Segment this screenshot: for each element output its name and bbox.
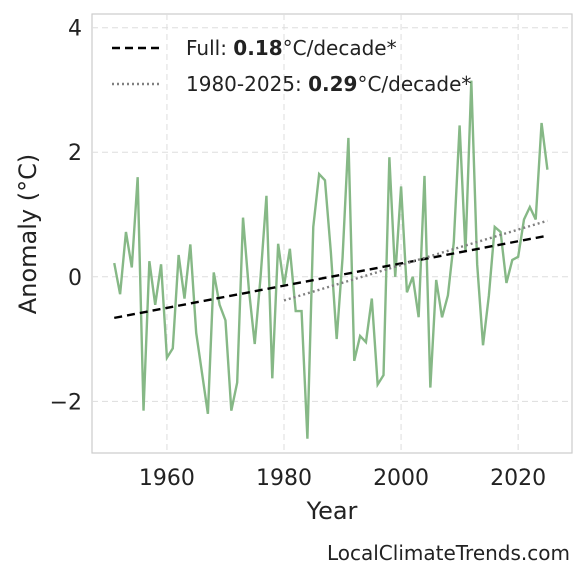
plot-frame [91, 13, 573, 454]
footer: LocalClimateTrends.com [327, 541, 570, 565]
legend-prefix: 1980-2025: [186, 72, 308, 96]
data-line [283, 219, 548, 302]
data-line [114, 234, 548, 320]
y-tick-label: −2 [50, 390, 82, 415]
x-tick-label: 1960 [139, 466, 195, 491]
legend-suffix: °C/decade* [357, 72, 471, 96]
y-tick-label: 0 [68, 266, 82, 291]
legend-prefix: Full: [186, 36, 233, 60]
legend-label: 1980-2025: 0.29°C/decade* [186, 72, 471, 96]
y-axis-label: Anomaly (°C) [14, 154, 42, 314]
data-line [113, 80, 549, 439]
x-tick-label: 2020 [490, 466, 546, 491]
legend-rate: 0.29 [308, 72, 357, 96]
y-tick-label: 2 [68, 141, 82, 166]
x-axis-label: Year [306, 497, 358, 525]
legend-label: Full: 0.18°C/decade* [186, 36, 397, 60]
x-tick-label: 1980 [256, 466, 312, 491]
legend-suffix: °C/decade* [283, 36, 397, 60]
y-tick-label: 4 [68, 17, 82, 42]
legend-rate: 0.18 [233, 36, 282, 60]
x-tick-label: 2000 [373, 466, 429, 491]
